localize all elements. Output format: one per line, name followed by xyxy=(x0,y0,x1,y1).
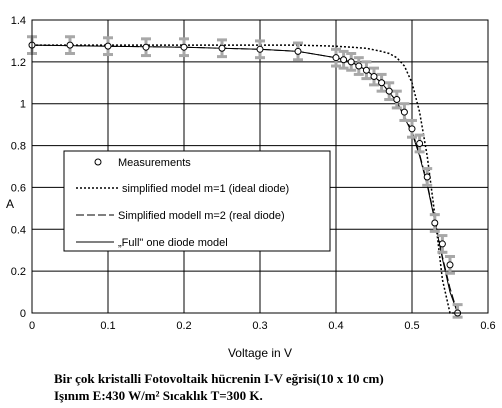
measurement-point xyxy=(142,43,150,51)
y-tick-labels: 0 0.2 0.4 0.6 0.8 1 1.2 1.4 xyxy=(11,15,26,320)
y-tick-label: 0.4 xyxy=(11,224,26,236)
measurement-point xyxy=(416,139,424,147)
measurement-point xyxy=(446,261,454,269)
measurement-point xyxy=(332,54,340,62)
y-tick-label: 0 xyxy=(20,308,26,320)
legend-label-real: Simplified modell m=2 (real diode) xyxy=(118,210,285,222)
measurement-point xyxy=(294,47,302,55)
y-tick-label: 1.4 xyxy=(11,15,26,27)
measurement-point xyxy=(408,125,416,133)
measurement-point xyxy=(393,96,401,104)
y-tick-label: 0.8 xyxy=(11,141,26,153)
iv-curve-chart: 0 0.1 0.2 0.3 0.4 0.5 0.6 0 0.2 0.4 0.6 0.8 1 1.2 1.4… xyxy=(6,15,496,360)
legend-label-ideal: simplified model m=1 (ideal diode) xyxy=(122,183,289,195)
legend-marker-measurements xyxy=(94,158,102,166)
x-tick-label: 0 xyxy=(29,320,35,332)
y-tick-label: 1 xyxy=(20,99,26,111)
measurement-point xyxy=(362,66,370,74)
measurement-point xyxy=(355,62,363,70)
measurement-point xyxy=(218,44,226,52)
measurement-point xyxy=(431,219,439,227)
plot-frame xyxy=(31,19,489,314)
x-tick-label: 0.1 xyxy=(100,320,115,332)
y-tick-label: 0.2 xyxy=(11,266,26,278)
caption-title: Bir çok kristalli Fotovoltaik hücrenin I… xyxy=(54,371,384,386)
measurement-point xyxy=(256,45,264,53)
x-axis-title: Voltage in V xyxy=(228,346,292,360)
measurement-markers xyxy=(28,41,462,317)
x-tick-label: 0.3 xyxy=(252,320,267,332)
x-tick-label: 0.5 xyxy=(404,320,419,332)
y-tick-label: 0.6 xyxy=(11,182,26,194)
caption-conditions: Işınım E:430 W/m² Sıcaklık T=300 K. xyxy=(54,388,263,403)
x-tick-label: 0.4 xyxy=(328,320,343,332)
legend-label-full: „Full" one diode model xyxy=(118,237,228,249)
measurement-point xyxy=(378,79,386,87)
measurement-point xyxy=(180,43,188,51)
legend: Measurements simplified model m=1 (ideal… xyxy=(63,150,331,252)
x-tick-labels: 0 0.1 0.2 0.3 0.4 0.5 0.6 xyxy=(29,320,496,332)
y-tick-label: 1.2 xyxy=(11,57,26,69)
measurement-point xyxy=(347,58,355,66)
measurement-point xyxy=(423,173,431,181)
measurement-point xyxy=(370,73,378,81)
legend-box xyxy=(63,150,331,252)
measurement-point xyxy=(385,87,393,95)
legend-label-measurements: Measurements xyxy=(118,157,191,169)
measurement-point xyxy=(66,41,74,49)
measurement-point xyxy=(340,56,348,64)
measurement-point xyxy=(104,42,112,50)
x-tick-label: 0.6 xyxy=(480,320,495,332)
measurement-point xyxy=(400,108,408,116)
x-tick-label: 0.2 xyxy=(176,320,191,332)
y-axis-title: A xyxy=(6,197,14,211)
measurement-point xyxy=(438,240,446,248)
